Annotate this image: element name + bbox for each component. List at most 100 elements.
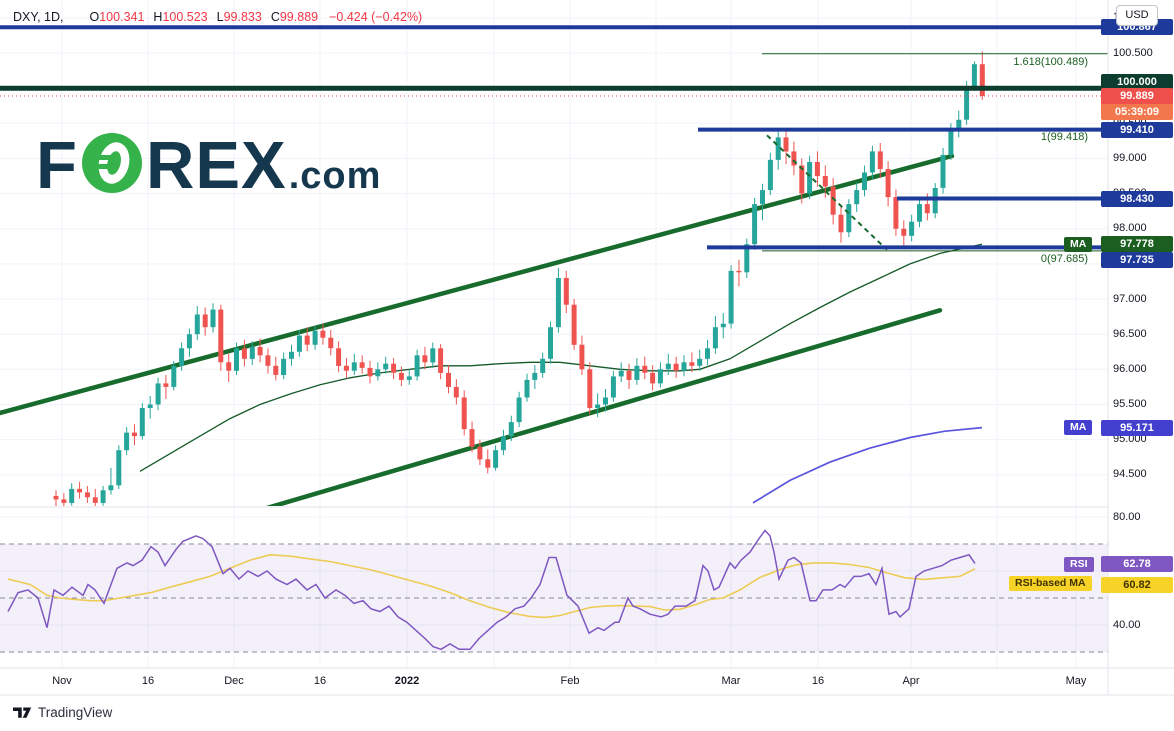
- candle-body: [846, 204, 852, 233]
- candle-body: [304, 335, 310, 345]
- rsi-ma-label-pill: RSI-based MA: [1009, 576, 1092, 591]
- watermark-letters: REX: [145, 128, 287, 203]
- time-axis-label: Apr: [902, 675, 920, 687]
- candle-body: [210, 309, 216, 328]
- ohlc-low: L99.833: [216, 10, 262, 24]
- candle-body: [814, 162, 820, 177]
- candle-body: [320, 330, 326, 338]
- candle-body: [932, 188, 938, 214]
- price-tick: 97.000: [1113, 292, 1147, 305]
- candle-body: [775, 137, 781, 160]
- rsi-tick: 80.00: [1113, 510, 1141, 523]
- candle-body: [461, 397, 467, 430]
- last-price-badge: 99.889 05:39:09: [1101, 88, 1173, 120]
- candle-body: [917, 204, 922, 222]
- candle-body: [783, 137, 789, 152]
- candle-body: [705, 348, 710, 359]
- candle-body: [273, 365, 279, 375]
- ma-green-line: [139, 243, 983, 472]
- candle-body: [446, 372, 451, 387]
- candle-body: [799, 165, 805, 194]
- candle-body: [540, 358, 546, 373]
- candle-body: [736, 270, 742, 273]
- change-value: −0.424 (−0.42%): [329, 10, 423, 24]
- candle-body: [383, 363, 389, 370]
- candle-body: [956, 119, 962, 129]
- axis-value-badge: 97.735: [1101, 252, 1173, 269]
- candle-body: [336, 348, 342, 366]
- candle-body: [948, 128, 954, 155]
- candle-body: [61, 499, 67, 503]
- candle-body: [375, 369, 381, 377]
- time-axis-label: Feb: [560, 675, 580, 687]
- time-axis-label: Dec: [224, 675, 244, 687]
- symbol-legend[interactable]: DXY, 1D, O100.341 H100.523 L99.833 C99.8…: [13, 8, 422, 26]
- fib-level-label: 1(99.418): [1040, 131, 1088, 144]
- candle-body: [289, 351, 294, 359]
- forex-com-watermark: F REX .com: [36, 126, 381, 199]
- candle-body: [477, 446, 483, 460]
- candle-body: [767, 159, 773, 191]
- candle-body: [391, 363, 397, 373]
- candle-body: [108, 485, 114, 491]
- candle-body: [84, 492, 90, 498]
- ohlc-open: O100.341: [89, 10, 145, 24]
- candle-body: [626, 370, 632, 380]
- rsi-label-pill: RSI: [1064, 557, 1094, 572]
- fib-level-label: 1.618(100.489): [1013, 55, 1088, 68]
- candle-body: [139, 408, 145, 437]
- price-tick: 100.500: [1113, 46, 1153, 59]
- candle-body: [367, 367, 373, 377]
- axis-value-badge: 99.410: [1101, 121, 1173, 138]
- candle-body: [485, 459, 491, 468]
- candle-body: [791, 151, 797, 166]
- candle-body: [438, 348, 444, 373]
- candle-body: [634, 365, 640, 380]
- candle-body: [414, 355, 420, 377]
- currency-unit-button[interactable]: USD: [1116, 5, 1158, 26]
- candle-body: [752, 204, 758, 245]
- candle-body: [257, 346, 263, 356]
- axis-value-badge: 95.171: [1101, 419, 1173, 436]
- watermark-letter: F: [36, 128, 78, 203]
- candle-body: [838, 214, 844, 233]
- candle-body: [132, 432, 137, 437]
- candle-body: [854, 190, 860, 205]
- candle-body: [760, 190, 765, 205]
- candle-body: [885, 169, 891, 198]
- fib-level-label: 0(97.685): [1040, 252, 1088, 265]
- candle-body: [296, 335, 302, 352]
- symbol-title[interactable]: DXY, 1D,: [13, 10, 64, 24]
- candle-body: [548, 327, 553, 359]
- candle-body: [92, 497, 98, 503]
- correction-trendline: [766, 134, 888, 251]
- candle-body: [971, 64, 977, 87]
- rsi-band: [0, 543, 1108, 653]
- bar-countdown: 05:39:09: [1101, 104, 1173, 120]
- candle-body: [587, 369, 593, 408]
- candle-body: [241, 348, 247, 359]
- candle-body: [179, 348, 185, 366]
- candle-body: [924, 204, 930, 214]
- candle-body: [618, 370, 624, 377]
- axis-value-badge: 60.82: [1101, 576, 1173, 593]
- candle-body: [555, 278, 561, 328]
- time-axis-label: 16: [811, 675, 825, 687]
- candle-body: [147, 404, 153, 408]
- candle-body: [469, 429, 475, 447]
- candle-body: [500, 436, 506, 451]
- candle-body: [234, 348, 239, 371]
- ma-purple-line: [752, 426, 983, 504]
- time-axis-label: May: [1065, 675, 1087, 687]
- candle-body: [673, 363, 679, 371]
- candle-body: [681, 362, 687, 371]
- tradingview-logo-icon: [13, 706, 32, 718]
- tradingview-attribution[interactable]: TradingView: [13, 705, 112, 720]
- candle-body: [964, 86, 970, 120]
- axis-value-badge: 62.78: [1101, 555, 1173, 572]
- forex-o-logo-icon: [81, 133, 142, 193]
- candle-body: [186, 334, 192, 349]
- candle-body: [901, 228, 907, 236]
